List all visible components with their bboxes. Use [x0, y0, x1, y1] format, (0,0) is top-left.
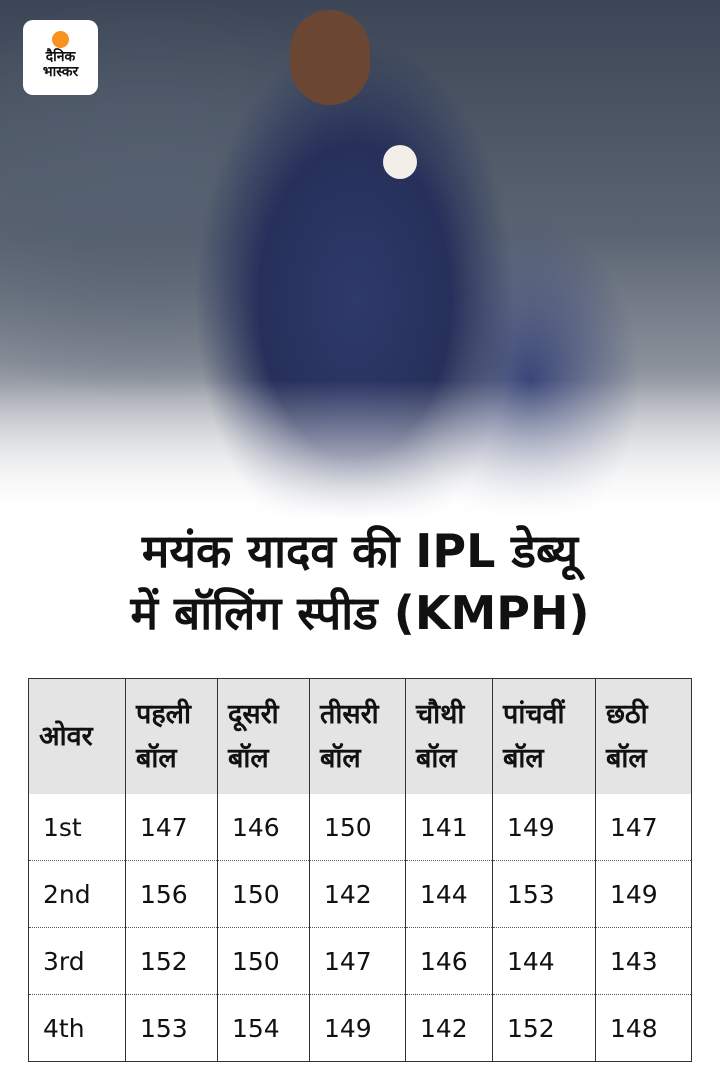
- speed-cell: 146: [217, 794, 310, 861]
- bowling-speed-table: ओवर पहली बॉल दूसरी बॉल तीसरी बॉल चौथी बॉल पांचवीं…: [28, 678, 692, 1062]
- dainik-bhaskar-logo: दैनिक भास्कर: [23, 20, 98, 95]
- speed-cell: 149: [492, 794, 596, 861]
- table-row: 3rd 152 150 147 146 144 143: [28, 927, 692, 995]
- over-cell: 3rd: [28, 927, 126, 995]
- speed-cell: 146: [405, 927, 493, 995]
- speed-cell: 153: [492, 860, 596, 928]
- table-row: 4th 153 154 149 142 152 148: [28, 994, 692, 1062]
- speed-cell: 142: [309, 860, 406, 928]
- column-header: पहली बॉल: [125, 678, 218, 794]
- column-header: दूसरी बॉल: [217, 678, 310, 794]
- table-row: 1st 147 146 150 141 149 147: [28, 794, 692, 861]
- page-title: मयंक यादव की IPL डेब्यू में बॉलिंग स्पीड…: [130, 524, 590, 640]
- table-row: 2nd 156 150 142 144 153 149: [28, 860, 692, 928]
- hero-photo: [0, 0, 720, 520]
- column-header: ओवर: [28, 678, 126, 794]
- speed-cell: 152: [492, 994, 596, 1062]
- speed-cell: 147: [125, 794, 218, 861]
- speed-cell: 148: [595, 994, 692, 1062]
- player-figure: [290, 10, 370, 105]
- column-header: पांचवीं बॉल: [492, 678, 596, 794]
- cricket-ball: [383, 145, 417, 179]
- column-header: चौथी बॉल: [405, 678, 493, 794]
- speed-cell: 153: [125, 994, 218, 1062]
- speed-cell: 147: [595, 794, 692, 861]
- column-header: छठी बॉल: [595, 678, 692, 794]
- speed-cell: 141: [405, 794, 493, 861]
- over-cell: 1st: [28, 794, 126, 861]
- speed-cell: 156: [125, 860, 218, 928]
- speed-cell: 142: [405, 994, 493, 1062]
- over-cell: 4th: [28, 994, 126, 1062]
- speed-cell: 154: [217, 994, 310, 1062]
- speed-cell: 144: [492, 927, 596, 995]
- over-cell: 2nd: [28, 860, 126, 928]
- speed-cell: 144: [405, 860, 493, 928]
- speed-cell: 150: [309, 794, 406, 861]
- speed-cell: 150: [217, 860, 310, 928]
- speed-cell: 143: [595, 927, 692, 995]
- speed-cell: 147: [309, 927, 406, 995]
- speed-cell: 152: [125, 927, 218, 995]
- speed-cell: 150: [217, 927, 310, 995]
- logo-sun-icon: [52, 31, 69, 48]
- speed-cell: 149: [309, 994, 406, 1062]
- speed-cell: 149: [595, 860, 692, 928]
- column-header: तीसरी बॉल: [309, 678, 406, 794]
